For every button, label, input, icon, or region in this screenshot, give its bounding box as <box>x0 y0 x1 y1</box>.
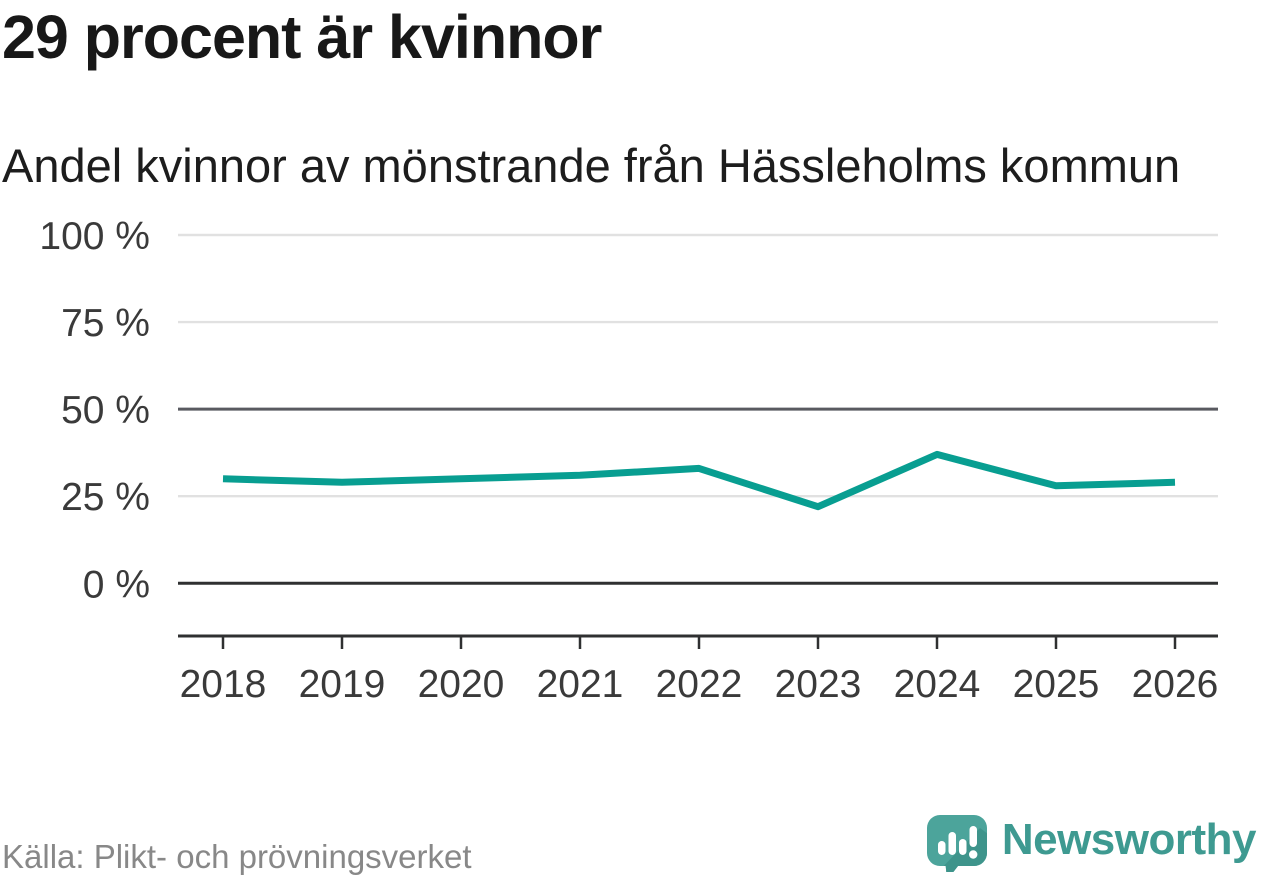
source-caption: Källa: Plikt- och prövningsverket <box>2 838 472 875</box>
y-tick-label: 50 % <box>61 389 150 432</box>
bar-chart-speech-bubble-icon <box>926 814 988 872</box>
chart-headline: 29 procent är kvinnor <box>2 3 602 71</box>
x-tick-label: 2018 <box>180 663 267 706</box>
x-tick-label: 2026 <box>1132 663 1219 706</box>
y-tick-label: 75 % <box>61 302 150 345</box>
y-tick-label: 100 % <box>39 215 150 258</box>
x-tick-label: 2023 <box>775 663 862 706</box>
x-tick-label: 2021 <box>537 663 624 706</box>
newsworthy-logo: Newsworthy <box>926 814 1257 872</box>
x-tick-label: 2020 <box>418 663 505 706</box>
data-line <box>222 450 1176 511</box>
chart-subtitle: Andel kvinnor av mönstrande från Hässleh… <box>2 139 1181 192</box>
x-tick-label: 2025 <box>1013 663 1100 706</box>
x-tick-label: 2024 <box>894 663 981 706</box>
logo-bars <box>937 826 978 859</box>
y-tick-label: 25 % <box>61 476 150 519</box>
newsworthy-wordmark: Newsworthy <box>1001 815 1257 864</box>
x-tick-label: 2019 <box>299 663 386 706</box>
y-tick-label: 0 % <box>83 563 150 606</box>
x-tick-label: 2022 <box>656 663 743 706</box>
